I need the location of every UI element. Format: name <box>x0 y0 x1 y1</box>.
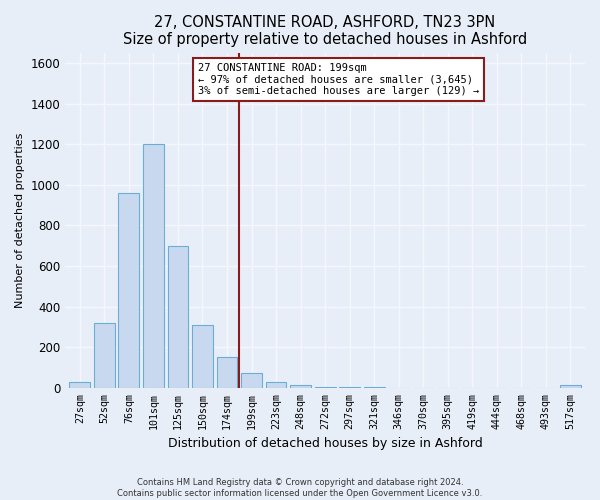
Bar <box>266 382 286 388</box>
Bar <box>118 193 139 388</box>
Y-axis label: Number of detached properties: Number of detached properties <box>15 132 25 308</box>
Bar <box>290 385 311 388</box>
Bar <box>560 385 581 388</box>
Bar <box>94 323 115 388</box>
Bar <box>364 387 385 388</box>
X-axis label: Distribution of detached houses by size in Ashford: Distribution of detached houses by size … <box>168 437 482 450</box>
Title: 27, CONSTANTINE ROAD, ASHFORD, TN23 3PN
Size of property relative to detached ho: 27, CONSTANTINE ROAD, ASHFORD, TN23 3PN … <box>123 15 527 48</box>
Bar <box>167 246 188 388</box>
Bar <box>314 387 335 388</box>
Bar <box>339 387 360 388</box>
Bar <box>143 144 164 388</box>
Text: Contains HM Land Registry data © Crown copyright and database right 2024.
Contai: Contains HM Land Registry data © Crown c… <box>118 478 482 498</box>
Bar <box>217 358 238 388</box>
Text: 27 CONSTANTINE ROAD: 199sqm
← 97% of detached houses are smaller (3,645)
3% of s: 27 CONSTANTINE ROAD: 199sqm ← 97% of det… <box>198 63 479 96</box>
Bar <box>70 382 91 388</box>
Bar <box>192 325 213 388</box>
Bar <box>241 372 262 388</box>
